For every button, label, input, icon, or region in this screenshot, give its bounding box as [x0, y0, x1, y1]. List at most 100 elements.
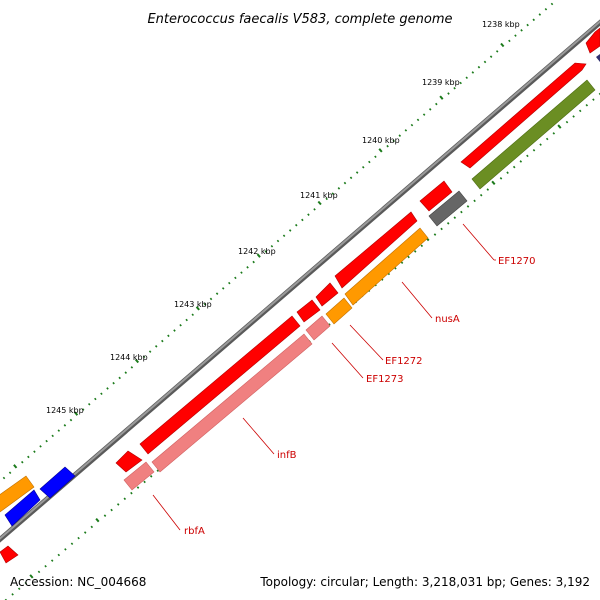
- gene-feature[interactable]: [0, 475, 35, 513]
- minor-tick: [447, 92, 450, 95]
- minor-tick: [44, 564, 47, 568]
- minor-tick: [116, 503, 120, 506]
- gene-label-ef1272[interactable]: EF1272: [385, 356, 423, 367]
- gene-feature[interactable]: [419, 180, 453, 212]
- gene-label-rbfa[interactable]: rbfA: [184, 526, 205, 537]
- minor-tick: [156, 469, 160, 472]
- gene-feature[interactable]: [344, 227, 429, 306]
- minor-tick: [471, 71, 475, 74]
- major-tick: [134, 358, 140, 364]
- major-tick: [439, 95, 444, 100]
- leader-line: [242, 417, 275, 455]
- minor-tick: [473, 199, 476, 203]
- minor-tick: [295, 223, 298, 227]
- gene-feature[interactable]: [115, 450, 143, 473]
- minor-tick: [526, 23, 529, 27]
- gene-feature[interactable]: [305, 315, 331, 341]
- gene-feature[interactable]: [325, 297, 353, 325]
- minor-tick: [246, 266, 249, 269]
- gene-feature[interactable]: [428, 190, 468, 227]
- gene-label-infb[interactable]: infB: [277, 450, 297, 461]
- major-tick: [13, 464, 18, 469]
- minor-tick: [276, 239, 280, 243]
- minor-tick: [483, 60, 487, 64]
- minor-tick: [124, 371, 128, 374]
- minor-tick: [544, 7, 548, 11]
- tick-label-1239-kbp: 1239 kbp: [422, 78, 460, 87]
- minor-tick: [90, 525, 94, 529]
- minor-tick: [398, 134, 402, 137]
- minor-tick: [50, 559, 54, 562]
- minor-tick: [532, 18, 535, 22]
- leader-line: [462, 223, 495, 261]
- tick-label-1238-kbp: 1238 kbp: [482, 20, 520, 29]
- minor-tick: [552, 132, 556, 135]
- minor-tick: [538, 13, 542, 16]
- minor-tick: [578, 109, 582, 113]
- minor-tick: [355, 171, 359, 174]
- gene-feature[interactable]: [471, 79, 596, 190]
- tick-label-1244-kbp: 1244 kbp: [110, 353, 148, 362]
- minor-tick: [130, 491, 133, 495]
- minor-tick: [349, 176, 353, 180]
- minor-tick: [453, 216, 457, 219]
- minor-tick: [87, 402, 91, 406]
- minor-tick: [410, 123, 414, 127]
- minor-tick: [27, 455, 30, 459]
- minor-tick: [69, 418, 73, 422]
- minor-tick: [21, 460, 24, 464]
- gene-feature[interactable]: [123, 461, 155, 491]
- minor-tick: [428, 108, 432, 111]
- gene-feature[interactable]: [4, 489, 41, 527]
- minor-tick: [11, 593, 14, 596]
- gene-feature[interactable]: [596, 54, 600, 62]
- minor-tick: [592, 98, 595, 101]
- minor-tick: [506, 171, 509, 174]
- minor-tick: [404, 129, 408, 132]
- minor-tick: [154, 345, 158, 348]
- minor-tick: [39, 445, 42, 448]
- minor-tick: [565, 120, 569, 124]
- minor-tick: [123, 497, 127, 501]
- minor-tick: [228, 281, 231, 285]
- minor-tick: [386, 144, 389, 148]
- minor-tick: [466, 205, 470, 208]
- minor-tick: [520, 29, 523, 32]
- gene-feature[interactable]: [585, 27, 600, 54]
- minor-tick: [24, 581, 28, 585]
- major-tick: [500, 42, 505, 48]
- gene-label-nusa[interactable]: nusA: [435, 314, 460, 325]
- minor-tick: [433, 233, 437, 236]
- minor-tick: [2, 476, 6, 480]
- minor-tick: [112, 381, 115, 385]
- minor-tick: [413, 250, 417, 253]
- gene-feature[interactable]: [151, 333, 313, 473]
- gene-feature[interactable]: [0, 545, 19, 564]
- gene-label-ef1270[interactable]: EF1270: [498, 256, 536, 267]
- gene-feature[interactable]: [315, 282, 339, 307]
- minor-tick: [550, 2, 554, 6]
- minor-tick: [486, 188, 490, 191]
- minor-tick: [331, 192, 335, 195]
- gene-feature[interactable]: [39, 466, 76, 499]
- gene-feature[interactable]: [139, 315, 301, 455]
- gene-label-ef1273[interactable]: EF1273: [366, 374, 404, 385]
- forward-strand-features: [0, 27, 600, 513]
- minor-tick: [209, 297, 213, 301]
- major-tick: [378, 148, 383, 153]
- minor-tick: [545, 137, 549, 141]
- gene-feature[interactable]: [460, 62, 587, 169]
- leader-line: [349, 324, 384, 361]
- minor-tick: [148, 350, 152, 353]
- minor-tick: [337, 187, 341, 190]
- minor-tick: [307, 213, 310, 216]
- gene-feature[interactable]: [296, 299, 321, 323]
- minor-tick: [51, 434, 54, 438]
- minor-tick: [422, 113, 426, 116]
- gene-feature[interactable]: [334, 211, 418, 289]
- minor-tick: [191, 313, 195, 317]
- major-tick: [317, 200, 322, 206]
- minor-tick: [57, 429, 61, 432]
- minor-tick: [508, 39, 511, 43]
- minor-tick: [585, 103, 589, 107]
